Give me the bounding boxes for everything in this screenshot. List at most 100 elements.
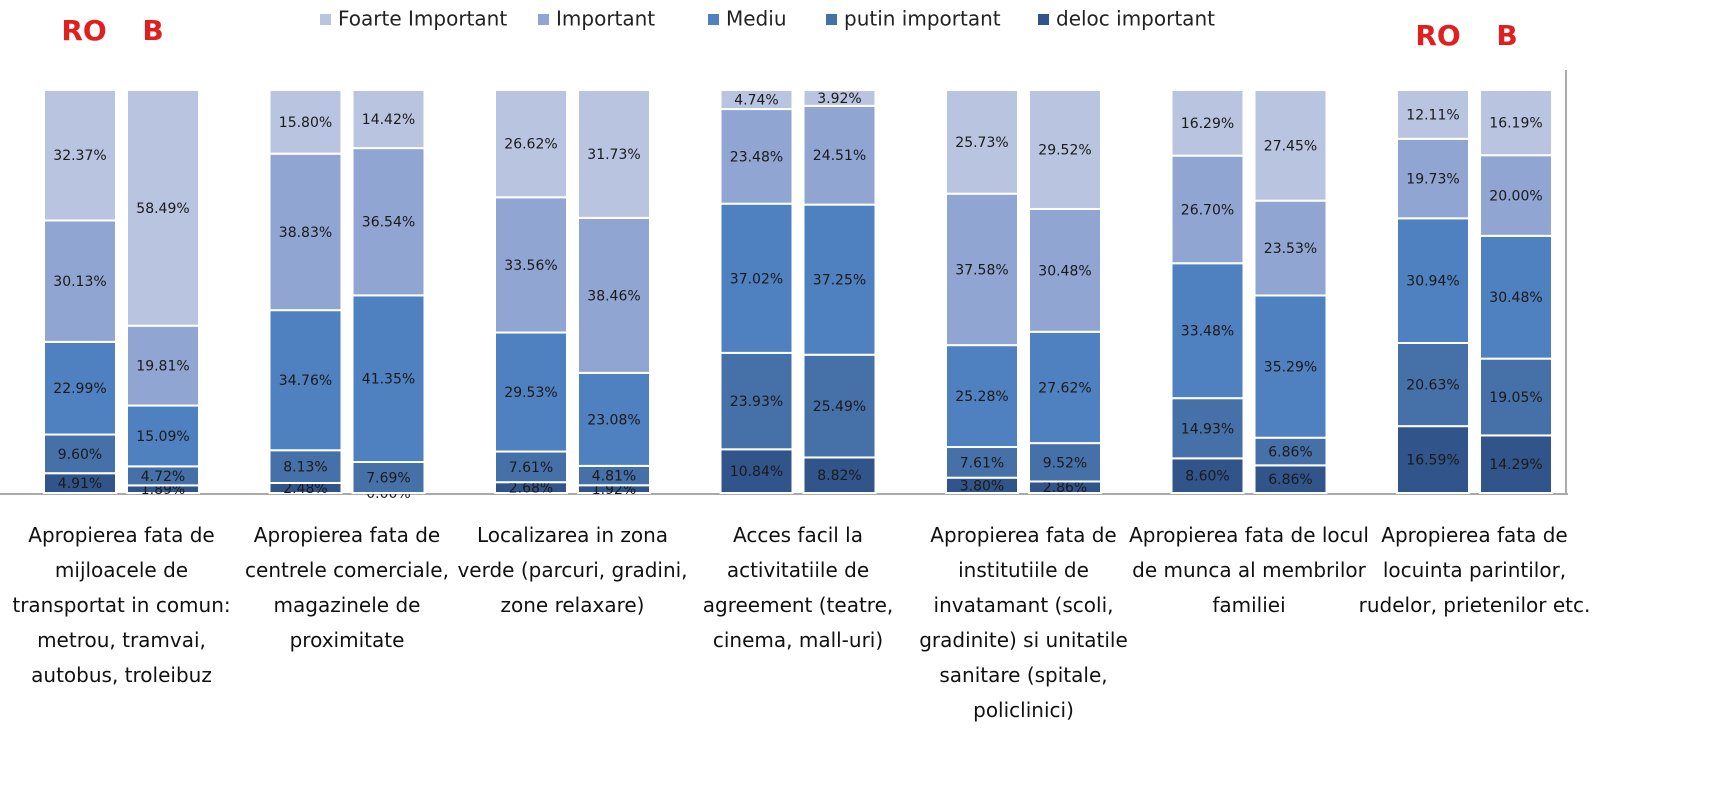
bar-segment	[1170, 262, 1245, 400]
bar-label: RO	[1415, 19, 1460, 52]
data-label: 16.29%	[1181, 116, 1234, 132]
data-label: 38.46%	[587, 288, 640, 304]
data-label: 7.61%	[509, 460, 553, 476]
data-label: 9.52%	[1043, 455, 1087, 471]
data-label: 37.25%	[813, 273, 866, 289]
data-label: 27.45%	[1264, 138, 1317, 154]
data-label: 41.35%	[362, 372, 415, 388]
bar-segment	[1253, 89, 1328, 202]
bar-segment	[719, 351, 794, 451]
legend-swatch	[320, 14, 331, 25]
bar-segment	[1479, 234, 1553, 360]
data-label: 24.51%	[813, 148, 866, 164]
bar-segment	[268, 89, 343, 155]
data-label: 7.61%	[960, 455, 1004, 471]
legend-label: deloc important	[1056, 7, 1215, 31]
data-label: 9.60%	[58, 447, 102, 463]
data-label: 25.49%	[813, 399, 866, 415]
x-tick-label: Apropierea fata de institutiile de invat…	[919, 523, 1128, 722]
data-label: 2.48%	[283, 481, 327, 497]
legend-label: Mediu	[726, 7, 787, 31]
data-label: 30.48%	[1489, 290, 1542, 306]
x-tick-label: Apropierea fata de centrele comerciale, …	[245, 523, 449, 652]
bar-segment	[351, 294, 426, 464]
legend-label: Foarte Important	[338, 7, 507, 31]
data-label: 37.02%	[730, 271, 783, 287]
bar-segment	[351, 89, 426, 150]
legend-label: Important	[556, 7, 655, 31]
bar-segment	[1479, 357, 1553, 437]
data-label: 30.48%	[1038, 263, 1091, 279]
bar-segment	[577, 216, 651, 374]
bar-segment	[802, 203, 877, 356]
legend-swatch	[538, 14, 549, 25]
bar-segment	[1253, 436, 1328, 467]
data-label: 29.52%	[1038, 142, 1091, 158]
data-label: 8.60%	[1185, 469, 1229, 485]
data-label: 35.29%	[1264, 360, 1317, 376]
bar-segment	[351, 147, 426, 297]
bar-segment	[802, 353, 877, 459]
bar-label: B	[1496, 19, 1517, 52]
data-label: 27.62%	[1038, 380, 1091, 396]
legend-swatch	[826, 14, 837, 25]
data-label: 23.93%	[730, 394, 783, 410]
data-label: 25.73%	[955, 135, 1008, 151]
data-label: 29.53%	[504, 385, 557, 401]
data-label: 14.42%	[362, 112, 415, 128]
bar-segment	[1253, 199, 1328, 297]
x-tick-label: Acces facil la activitatiile de agreemen…	[702, 523, 894, 652]
bar-segment	[719, 88, 794, 111]
bar-segment	[268, 449, 343, 485]
bar-segment	[1253, 464, 1328, 494]
bar-segment	[945, 89, 1019, 195]
data-label: 23.53%	[1264, 241, 1317, 257]
data-label: 10.84%	[730, 464, 783, 480]
data-label: 6.86%	[1268, 445, 1312, 461]
legend-swatch	[708, 14, 719, 25]
bar-segment	[1396, 89, 1470, 140]
bar-label: RO	[61, 14, 106, 47]
data-label: 14.29%	[1489, 457, 1542, 473]
x-tick-label: Apropierea fata de locul de munca al mem…	[1129, 523, 1369, 617]
bar-segment	[351, 461, 426, 495]
data-label: 8.13%	[283, 460, 327, 476]
data-label: 4.81%	[592, 469, 636, 485]
data-label: 37.58%	[955, 262, 1008, 278]
data-label: 30.13%	[53, 274, 106, 290]
data-label: 25.28%	[955, 389, 1008, 405]
bar-segment	[1170, 154, 1245, 265]
bar-segment	[945, 446, 1019, 479]
data-label: 19.81%	[136, 359, 189, 375]
data-label: 16.59%	[1406, 453, 1459, 469]
legend-swatch	[1038, 14, 1049, 25]
bar-segment	[268, 309, 343, 452]
data-label: 3.80%	[960, 478, 1004, 494]
data-label: 58.49%	[136, 201, 189, 217]
data-label: 8.82%	[817, 468, 861, 484]
x-tick-label: Localizarea in zona verde (parcuri, grad…	[457, 523, 688, 617]
bar-segment	[1479, 154, 1553, 237]
data-label: 23.08%	[587, 412, 640, 428]
bar-segment	[1028, 207, 1102, 333]
bar-segment	[126, 89, 200, 327]
x-tick-label: Apropierea fata de mijloacele de transpo…	[12, 523, 231, 687]
data-label: 12.11%	[1406, 107, 1459, 123]
bar-segment	[1396, 137, 1470, 220]
bar-segment	[577, 371, 651, 467]
data-label: 34.76%	[279, 373, 332, 389]
bar-segment	[1170, 397, 1245, 460]
bar-segment	[43, 340, 117, 436]
data-label: 6.86%	[1268, 472, 1312, 488]
data-label: 2.86%	[1043, 480, 1087, 496]
data-label: 19.05%	[1489, 390, 1542, 406]
bar-segment	[719, 448, 794, 494]
bar-segment	[1396, 342, 1470, 428]
data-label: 33.48%	[1181, 324, 1234, 340]
bar-segment	[719, 108, 794, 205]
data-label: 2.68%	[509, 481, 553, 497]
data-label: 4.91%	[58, 476, 102, 492]
x-tick-label: Apropierea fata de locuinta parintilor, …	[1358, 523, 1591, 617]
